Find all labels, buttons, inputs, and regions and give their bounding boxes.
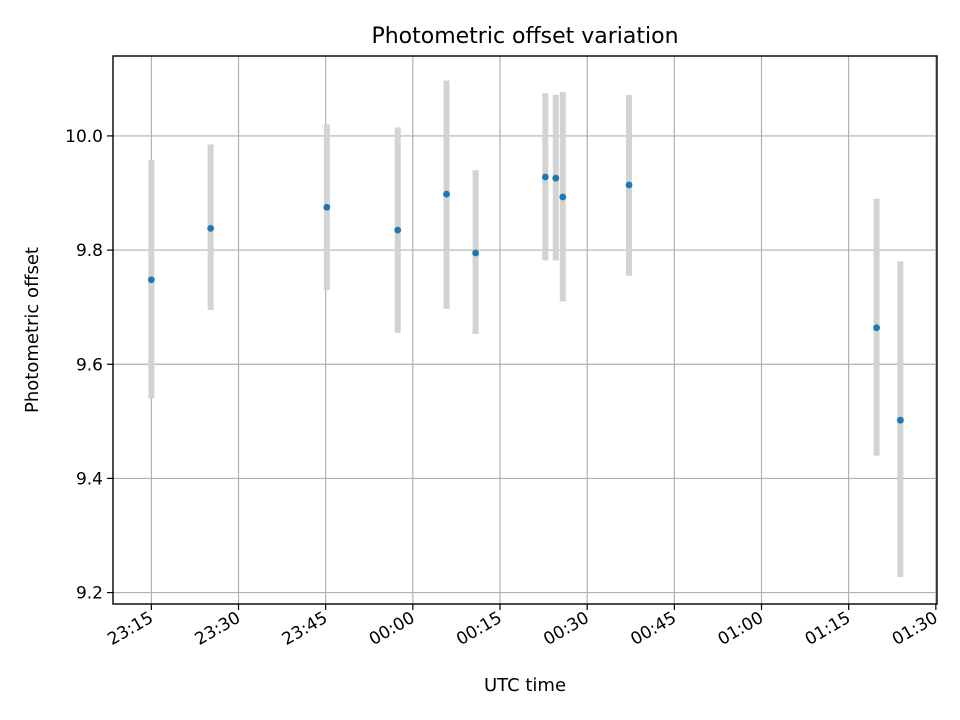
y-axis-label: Photometric offset bbox=[22, 247, 43, 413]
data-point bbox=[147, 276, 155, 284]
chart-title: Photometric offset variation bbox=[371, 24, 678, 49]
x-axis-label: UTC time bbox=[484, 675, 566, 696]
y-axis: 9.2 9.4 9.6 9.8 10.0 bbox=[65, 127, 113, 604]
data-point bbox=[472, 249, 480, 257]
y-tick-label: 9.2 bbox=[76, 584, 103, 604]
data-point bbox=[443, 190, 450, 198]
data-point bbox=[552, 174, 560, 182]
y-tick-label: 10.0 bbox=[65, 127, 103, 147]
y-tick-label: 9.6 bbox=[76, 355, 103, 375]
data-point bbox=[896, 416, 904, 424]
data-point bbox=[559, 193, 567, 201]
data-point bbox=[394, 226, 402, 234]
data-point bbox=[625, 181, 633, 189]
plot-frame bbox=[112, 55, 938, 605]
data-point bbox=[323, 203, 331, 211]
data-point bbox=[873, 324, 880, 332]
data-point bbox=[207, 224, 215, 232]
y-tick-label: 9.4 bbox=[76, 469, 103, 489]
data-points bbox=[147, 173, 904, 424]
data-point bbox=[541, 173, 549, 181]
y-tick-label: 9.8 bbox=[76, 241, 103, 261]
